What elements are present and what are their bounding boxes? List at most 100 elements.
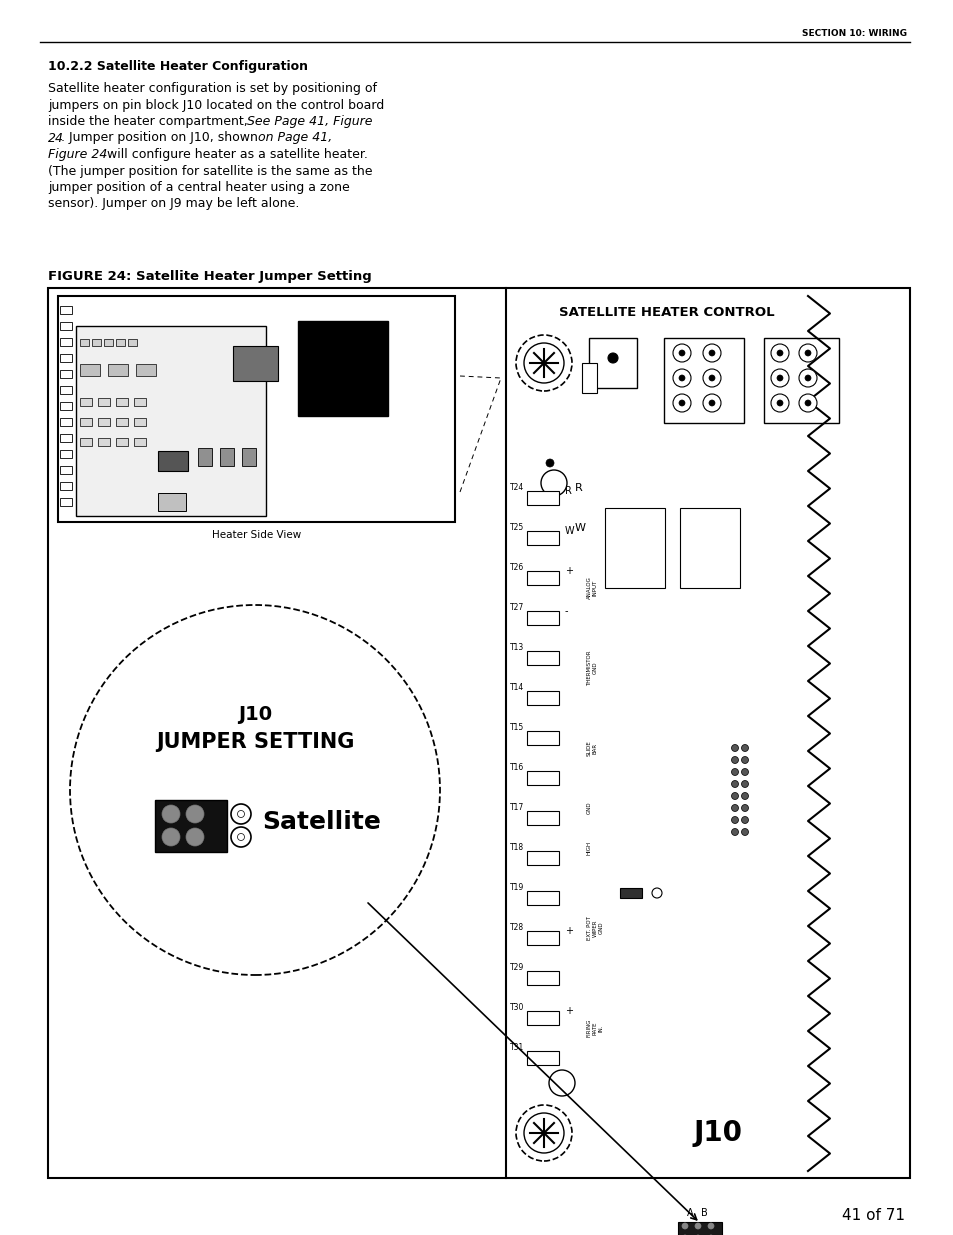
Text: B: B [700,1208,706,1218]
Text: T30: T30 [509,1004,523,1013]
Circle shape [237,810,244,818]
Bar [60,498,71,506]
Bar [133,398,146,406]
Text: R: R [575,483,582,493]
Bar [104,338,112,346]
Circle shape [731,804,738,811]
Circle shape [731,781,738,788]
Bar [133,417,146,426]
Circle shape [770,369,788,387]
Circle shape [186,805,204,823]
Circle shape [679,400,684,406]
Text: GND: GND [586,802,592,814]
Circle shape [707,1223,713,1229]
Text: SECTION 10: WIRING: SECTION 10: WIRING [801,30,906,38]
Text: JUMPER SETTING: JUMPER SETTING [155,732,354,752]
Circle shape [523,343,563,383]
Circle shape [731,768,738,776]
Circle shape [681,1223,687,1229]
Circle shape [799,394,816,412]
Text: jumpers on pin block J10 located on the control board: jumpers on pin block J10 located on the … [48,99,384,111]
Circle shape [679,375,684,382]
Circle shape [708,400,714,406]
Bar [60,466,71,474]
Bar [526,931,558,945]
Text: -: - [564,606,568,616]
Text: +: + [564,926,573,936]
Bar [60,354,71,362]
Text: (The jumper position for satellite is the same as the: (The jumper position for satellite is th… [48,164,372,178]
Bar [526,611,558,625]
Text: will configure heater as a satellite heater.: will configure heater as a satellite hea… [103,148,368,161]
Bar [198,448,212,466]
Bar [604,508,664,588]
Bar [60,387,71,394]
Text: Figure 24: Figure 24 [48,148,108,161]
Circle shape [731,829,738,836]
Bar [76,326,266,516]
Bar [60,322,71,330]
Text: T15: T15 [509,724,523,732]
Text: Satellite heater configuration is set by positioning of: Satellite heater configuration is set by… [48,82,376,95]
Bar [108,364,128,375]
Bar [154,800,227,852]
Bar [60,417,71,426]
Bar [116,417,128,426]
Circle shape [672,394,690,412]
Text: +: + [564,1007,573,1016]
Bar [763,338,838,424]
Circle shape [695,1223,700,1229]
Text: T18: T18 [509,844,523,852]
Bar [133,438,146,446]
Text: HIGH: HIGH [586,841,592,855]
Bar [588,338,637,388]
Text: T25: T25 [509,524,523,532]
Text: SLIDE
BAR: SLIDE BAR [586,740,598,756]
Bar [526,651,558,664]
Circle shape [740,804,748,811]
Text: T13: T13 [509,643,523,652]
Circle shape [516,1105,572,1161]
Bar [116,438,128,446]
Circle shape [731,757,738,763]
Bar [526,692,558,705]
Text: T26: T26 [509,563,523,573]
Circle shape [799,345,816,362]
Bar [60,403,71,410]
Text: T24: T24 [509,483,523,493]
Circle shape [731,816,738,824]
Circle shape [523,1113,563,1153]
Text: FIGURE 24: Satellite Heater Jumper Setting: FIGURE 24: Satellite Heater Jumper Setti… [48,270,372,283]
Text: A: A [686,1208,693,1218]
Circle shape [804,375,810,382]
Circle shape [804,400,810,406]
Bar [60,450,71,458]
Circle shape [679,350,684,356]
Bar [80,417,91,426]
Text: . Jumper position on J10, shown: . Jumper position on J10, shown [61,131,262,144]
Bar [60,370,71,378]
Circle shape [776,375,782,382]
Bar [526,492,558,505]
Bar [663,338,743,424]
Text: J10: J10 [237,705,272,725]
Bar [526,890,558,905]
Text: 10.2.2 Satellite Heater Configuration: 10.2.2 Satellite Heater Configuration [48,61,308,73]
Bar [60,338,71,346]
Text: W: W [575,522,585,534]
Circle shape [740,793,748,799]
Circle shape [162,805,180,823]
Bar [80,438,91,446]
Circle shape [672,345,690,362]
Bar [526,971,558,986]
Circle shape [799,369,816,387]
Circle shape [651,888,661,898]
Text: 24: 24 [48,131,64,144]
Bar [526,811,558,825]
Circle shape [516,335,572,391]
Bar [220,448,233,466]
Bar [91,338,101,346]
Circle shape [740,757,748,763]
Bar [297,321,388,416]
Circle shape [731,745,738,752]
